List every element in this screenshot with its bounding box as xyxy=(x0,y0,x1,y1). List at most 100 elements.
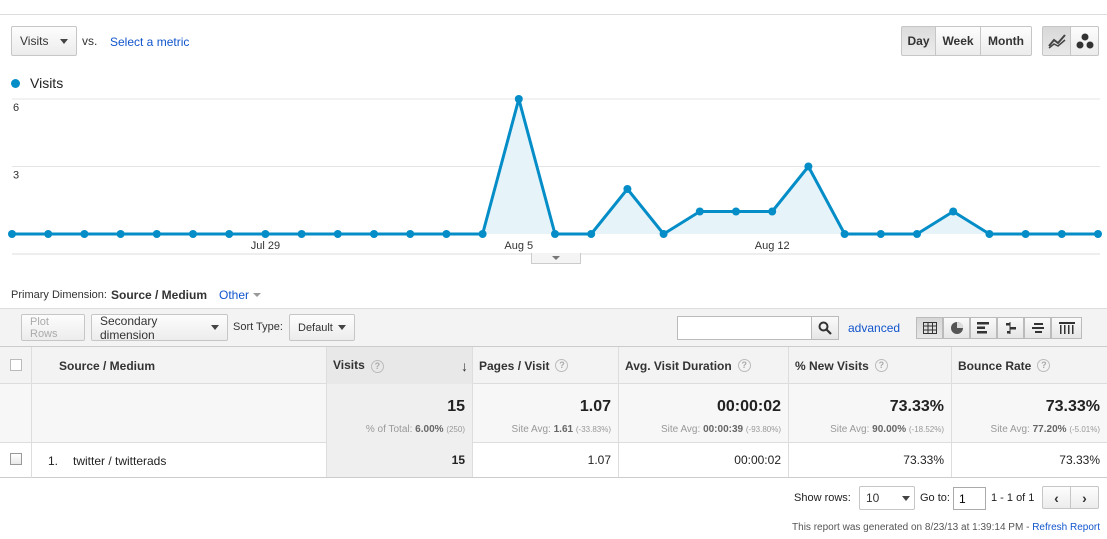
line-chart-icon xyxy=(1047,34,1066,49)
page-range: 1 - 1 of 1 xyxy=(991,492,1035,504)
total-new-visits: 73.33% Site Avg: 90.00% (-18.52%) xyxy=(788,384,951,443)
chevron-down-icon xyxy=(902,495,910,501)
view-pie-button[interactable] xyxy=(943,317,970,339)
report-footer: This report was generated on 8/23/13 at … xyxy=(792,522,1100,533)
goto-label: Go to: xyxy=(920,492,950,504)
vs-label: vs. xyxy=(82,34,98,48)
line-chart-button[interactable] xyxy=(1042,26,1071,56)
data-point xyxy=(116,230,125,238)
chevron-down-icon xyxy=(338,325,346,330)
data-point xyxy=(913,230,921,238)
y-tick-label: 3 xyxy=(13,170,19,182)
header-visits[interactable]: Visits? ↓ xyxy=(326,347,472,384)
row-checkbox[interactable] xyxy=(10,453,22,465)
help-icon[interactable]: ? xyxy=(874,359,888,372)
sort-arrow-down-icon: ↓ xyxy=(461,357,468,374)
view-table-button[interactable] xyxy=(916,317,943,339)
legend-dot-icon xyxy=(11,78,20,88)
data-point xyxy=(949,207,958,216)
total-pages-value: 1.07 xyxy=(579,398,611,415)
plot-rows-label: Plot Rows xyxy=(30,315,58,340)
data-point xyxy=(587,230,596,238)
data-point xyxy=(695,207,704,216)
advanced-search-link[interactable]: advanced xyxy=(848,321,901,335)
total-duration-sub: Site Avg: 00:00:39 (-93.80%) xyxy=(660,424,781,435)
help-icon[interactable]: ? xyxy=(555,359,569,372)
total-new-visits-value: 73.33% xyxy=(889,398,944,415)
checkbox-column-divider xyxy=(31,347,32,478)
data-point xyxy=(768,207,777,216)
select-all-checkbox[interactable] xyxy=(10,359,22,371)
secondary-dimension-select[interactable]: Secondary dimension xyxy=(91,313,228,342)
show-rows-value: 10 xyxy=(866,491,880,505)
row-source-link[interactable]: twitter / twitterads xyxy=(73,454,167,468)
chevron-right-icon: › xyxy=(1082,489,1087,506)
data-point xyxy=(44,230,53,238)
row-bounce-rate: 73.33% xyxy=(951,443,1107,477)
motion-chart-button[interactable] xyxy=(1070,26,1099,56)
select-metric-link[interactable]: Select a metric xyxy=(110,35,190,49)
help-icon[interactable]: ? xyxy=(370,359,384,373)
header-source-medium[interactable]: Source / Medium xyxy=(31,347,326,384)
total-visits-sub: % of Total: 6.00% (250) xyxy=(365,424,465,435)
goto-page-input[interactable] xyxy=(953,487,986,510)
next-page-button[interactable]: › xyxy=(1070,486,1099,509)
chart-legend: Visits xyxy=(11,75,63,91)
data-point xyxy=(623,185,632,193)
x-tick-label: Jul 29 xyxy=(251,240,280,252)
metric-select[interactable]: Visits xyxy=(11,26,77,56)
header-new-visits[interactable]: % New Visits? xyxy=(788,347,951,384)
total-duration-value: 00:00:02 xyxy=(716,398,781,415)
other-dimension-link[interactable]: Other xyxy=(219,288,262,302)
chevron-down-icon xyxy=(211,325,219,330)
data-point xyxy=(370,230,378,238)
view-bar-button[interactable] xyxy=(970,317,997,339)
show-rows-label: Show rows: xyxy=(794,492,851,504)
help-icon[interactable]: ? xyxy=(737,359,751,372)
search-button[interactable] xyxy=(811,316,839,340)
header-bounce-rate[interactable]: Bounce Rate? xyxy=(951,347,1107,384)
period-month-button[interactable]: Month xyxy=(980,26,1032,56)
other-dimension-label: Other xyxy=(219,288,250,302)
header-pages-visit-label: Pages / Visit xyxy=(479,358,550,373)
data-point xyxy=(189,230,197,238)
chart-collapse-handle[interactable] xyxy=(531,253,581,264)
refresh-report-link[interactable]: Refresh Report xyxy=(1032,522,1100,533)
secondary-dimension-label: Secondary dimension xyxy=(100,313,158,342)
metric-select-label: Visits xyxy=(20,34,49,48)
data-point xyxy=(840,230,849,238)
data-point xyxy=(1094,230,1102,238)
data-point xyxy=(551,230,559,238)
prev-page-button[interactable]: ‹ xyxy=(1042,486,1071,509)
show-rows-select[interactable]: 10 xyxy=(859,486,915,510)
data-point xyxy=(985,230,994,238)
data-point xyxy=(659,230,668,238)
row-duration-value: 00:00:02 xyxy=(734,453,781,467)
total-pages-visit: 1.07 Site Avg: 1.61 (-33.83%) xyxy=(472,384,618,443)
total-bounce-rate: 73.33% Site Avg: 77.20% (-5.01%) xyxy=(951,384,1107,443)
view-term-cloud-button[interactable] xyxy=(1024,317,1051,339)
help-icon[interactable]: ? xyxy=(1037,359,1051,372)
chevron-down-icon xyxy=(60,38,68,44)
period-week-button[interactable]: Week xyxy=(935,26,981,56)
plot-rows-button[interactable]: Plot Rows xyxy=(21,314,85,341)
data-point xyxy=(804,162,813,171)
table-search-input[interactable] xyxy=(677,316,812,340)
data-point xyxy=(225,230,234,238)
header-avg-visit-duration[interactable]: Avg. Visit Duration? xyxy=(618,347,788,384)
data-point xyxy=(8,230,16,238)
data-point xyxy=(333,230,342,238)
data-point xyxy=(732,207,740,216)
sort-type-value: Default xyxy=(298,321,333,334)
search-icon xyxy=(818,321,832,335)
total-duration: 00:00:02 Site Avg: 00:00:39 (-93.80%) xyxy=(618,384,788,443)
view-pivot-button[interactable] xyxy=(1051,317,1082,339)
term-cloud-icon xyxy=(1031,323,1044,333)
view-comparison-button[interactable] xyxy=(997,317,1024,339)
period-month-label: Month xyxy=(988,34,1024,48)
sort-type-select[interactable]: Default xyxy=(289,314,355,341)
period-day-button[interactable]: Day xyxy=(901,26,936,56)
data-point xyxy=(442,230,451,238)
header-pages-visit[interactable]: Pages / Visit? xyxy=(472,347,618,384)
chevron-down-icon xyxy=(253,293,262,297)
